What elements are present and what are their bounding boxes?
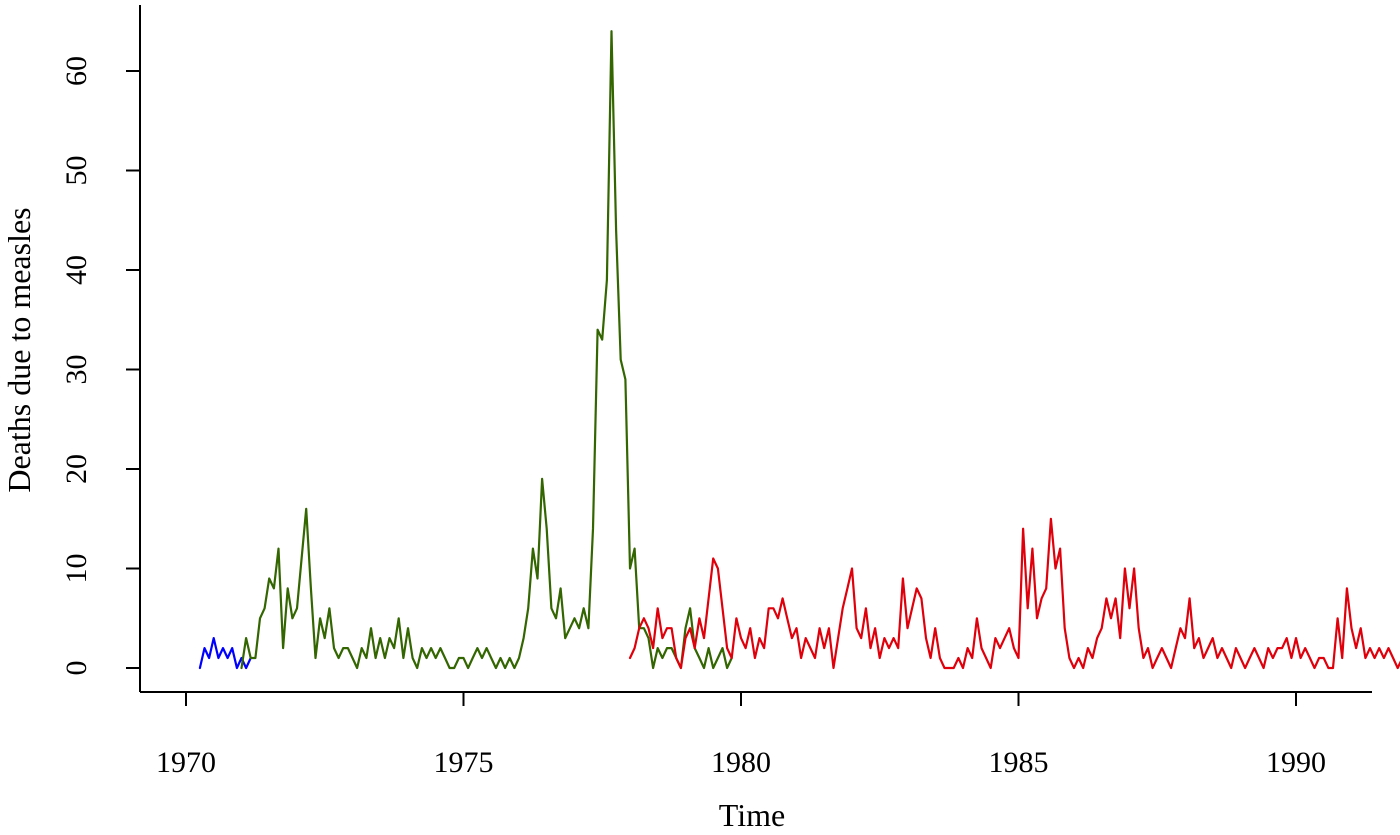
- y-tick-label: 30: [60, 355, 93, 385]
- x-axis-title: Time: [719, 797, 785, 833]
- x-tick-label: 1985: [989, 746, 1049, 779]
- series-line-3: [628, 517, 1400, 670]
- series-line-2: [240, 30, 733, 670]
- y-tick-label: 60: [60, 56, 93, 86]
- y-tick-label: 20: [60, 454, 93, 484]
- y-tick-label: 10: [60, 554, 93, 584]
- x-tick-label: 1975: [434, 746, 494, 779]
- y-tick-label: 40: [60, 255, 93, 285]
- y-ticks: 0 10 20 30 40 50 60: [60, 56, 140, 676]
- y-axis-title: Deaths due to measles: [1, 207, 37, 492]
- x-tick-label: 1980: [711, 746, 771, 779]
- x-tick-label: 1990: [1266, 746, 1326, 779]
- plot-axes: [139, 5, 1372, 693]
- y-tick-label: 0: [60, 661, 93, 676]
- x-tick-label: 1970: [156, 746, 216, 779]
- series-group: [198, 30, 1400, 670]
- y-tick-label: 50: [60, 156, 93, 186]
- x-ticks: 1970 1975 1980 1985 1990: [156, 692, 1326, 779]
